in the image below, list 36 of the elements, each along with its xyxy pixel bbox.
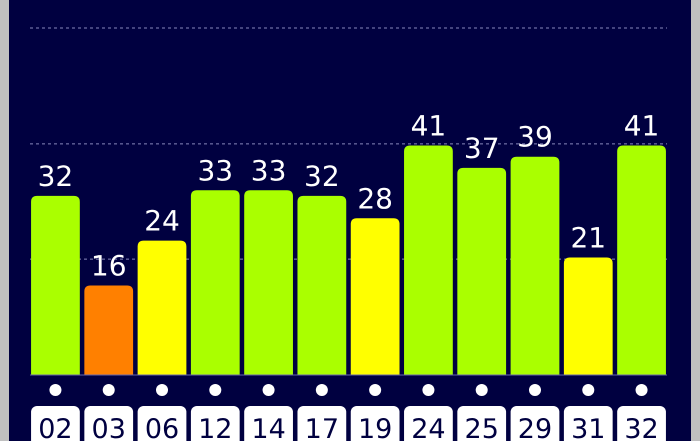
x-tick-label: 32 xyxy=(624,414,659,441)
data-label: 33 xyxy=(197,154,234,188)
x-tick-label: 06 xyxy=(144,414,180,441)
bar xyxy=(617,146,666,375)
x-tick-label: 19 xyxy=(358,414,392,441)
data-label: 41 xyxy=(624,110,660,143)
x-tick-label: 25 xyxy=(464,414,499,441)
data-label: 33 xyxy=(250,154,286,188)
x-tick-label: 14 xyxy=(251,414,286,441)
x-tick-label: 17 xyxy=(304,414,340,441)
data-label: 16 xyxy=(90,249,127,282)
bar xyxy=(84,285,134,375)
data-label: 32 xyxy=(304,160,340,193)
bar xyxy=(350,218,400,375)
bar xyxy=(244,190,293,375)
bar xyxy=(457,168,506,375)
bar xyxy=(404,146,453,375)
bar xyxy=(510,156,560,375)
data-label: 21 xyxy=(570,221,606,254)
x-tick-label: 02 xyxy=(38,414,73,441)
data-label: 28 xyxy=(357,182,393,216)
x-tick-label: 29 xyxy=(518,414,552,441)
data-label: 39 xyxy=(517,120,553,154)
bar xyxy=(31,196,80,375)
data-label: 41 xyxy=(410,110,446,143)
x-tick-label: 24 xyxy=(411,414,446,441)
bar xyxy=(190,190,240,375)
x-tick-label: 03 xyxy=(92,414,126,441)
x-tick-label: 12 xyxy=(198,414,232,441)
bar xyxy=(564,257,613,375)
bar xyxy=(297,196,346,375)
data-label: 32 xyxy=(38,160,74,193)
data-label: 24 xyxy=(144,204,180,238)
data-label: 37 xyxy=(464,132,500,165)
x-tick-label: 31 xyxy=(571,414,606,441)
bar xyxy=(138,240,186,375)
